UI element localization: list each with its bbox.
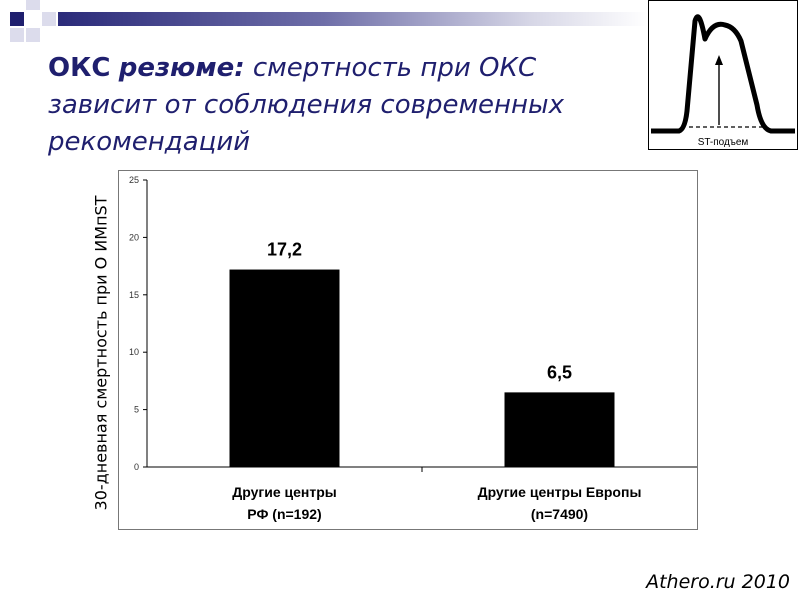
chart-frame: 0 5 10 15 20 25 17,2 Другие центры РФ (n=192) 6,5… [118,170,698,530]
title-emphasis: резюме: [118,53,245,83]
y-tick-label: 5 [134,405,139,415]
decor-square [10,28,24,42]
y-tick-label: 20 [129,232,139,242]
data-label: 17,2 [267,240,302,260]
decor-square [42,12,56,26]
category-label: (n=7490) [531,506,588,522]
header-gradient-bar [58,12,648,26]
y-axis-title: 30-дневная смертность при О ИМпST [91,195,111,511]
y-tick-label: 0 [134,462,139,472]
category-label: РФ (n=192) [247,506,321,522]
y-tick-label: 15 [129,290,139,300]
header-decoration [0,0,60,50]
title-rest: смертность при ОКС зависит от соблюдения… [48,53,564,157]
bar [229,269,340,467]
y-tick-label: 10 [129,347,139,357]
decor-square [10,12,24,26]
data-label: 6,5 [547,362,572,382]
ecg-label: ST-подъем [698,137,749,148]
ecg-waveform [651,14,795,134]
decor-square [26,28,40,42]
category-label: Другие центры Европы [478,484,642,500]
y-tick-label: 25 [129,175,139,185]
arrow-head-icon [715,55,723,65]
slide-title: ОКС резюме: смертность при ОКС зависит о… [48,50,608,161]
category-label: Другие центры [232,484,336,500]
decor-square [26,0,40,10]
ecg-st-elevation-inset: ST-подъем [648,0,798,150]
title-lead: ОКС [48,53,111,83]
ecg-diagram: ST-подъем [651,14,795,148]
bar-chart: 0 5 10 15 20 25 17,2 Другие центры РФ (n=192) 6,5… [129,175,697,522]
source-citation: Athero.ru 2010 [646,571,790,593]
bar [504,392,615,467]
